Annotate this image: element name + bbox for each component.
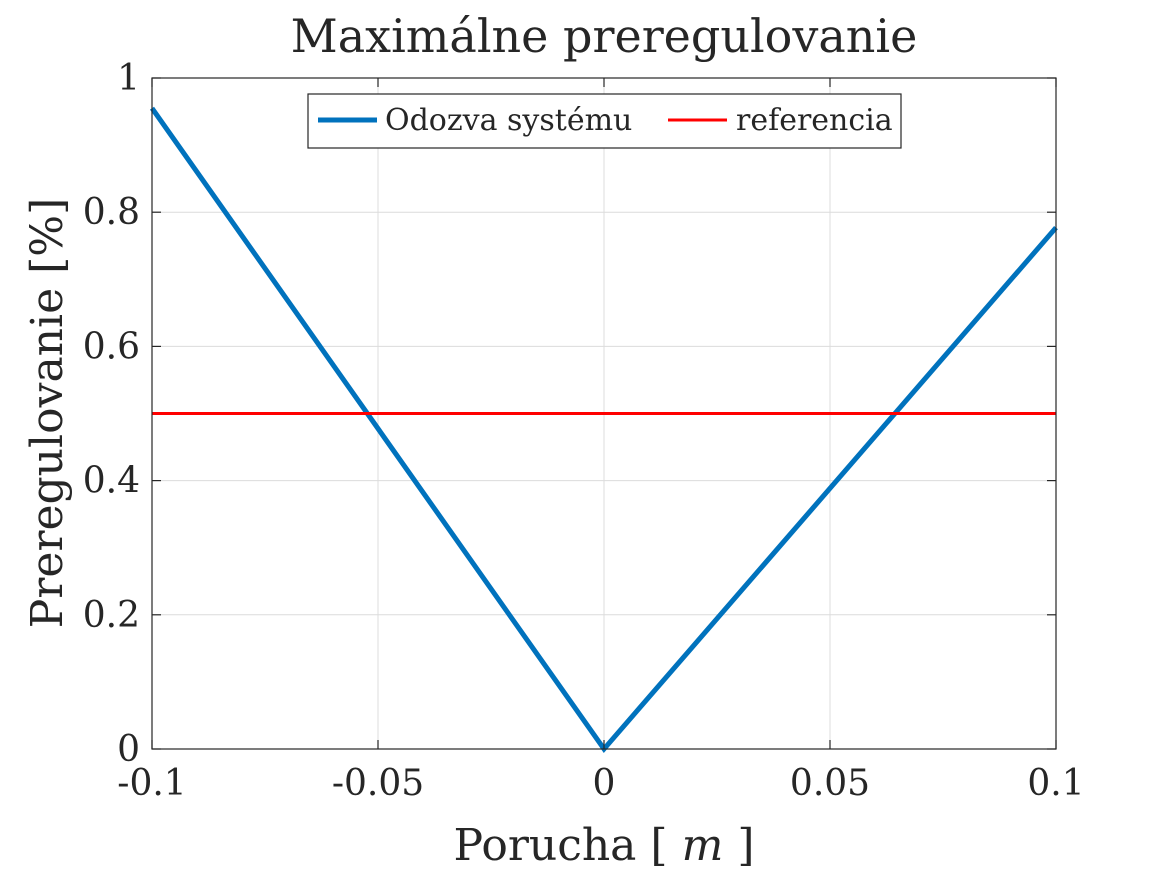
legend-box <box>307 93 902 149</box>
y-tick-labels: 0 0.2 0.4 0.6 0.8 1 <box>83 58 140 770</box>
y-tick-label-0: 0 <box>117 729 140 770</box>
x-tick-labels: -0.1 -0.05 0 0.05 0.1 <box>117 763 1084 804</box>
x-axis-label-main: Porucha <box>454 820 651 871</box>
x-tick-label-0: -0.1 <box>117 763 186 804</box>
x-tick-label-3: 0.05 <box>790 763 870 804</box>
y-tick-label-4: 0.8 <box>83 192 140 233</box>
x-axis-label-bracket-close: ] <box>737 820 754 871</box>
legend: Odozva systému referencia <box>307 93 902 149</box>
x-tick-label-2: 0 <box>593 763 616 804</box>
y-axis-label: Preregulovanie [%] <box>22 198 73 628</box>
axes <box>151 77 1057 750</box>
x-axis-label: Porucha [ m ] <box>454 820 755 871</box>
legend-label-response: Odozva systému <box>385 103 632 138</box>
x-tick-label-4: 0.1 <box>1027 763 1084 804</box>
y-tick-label-1: 0.2 <box>83 595 140 636</box>
x-axis-label-bracket-open: [ <box>650 820 667 871</box>
chart-title: Maximálne preregulovanie <box>291 9 918 63</box>
y-tick-label-3: 0.6 <box>83 326 140 367</box>
y-tick-label-2: 0.4 <box>83 461 140 502</box>
x-axis-label-unit: m <box>682 820 724 871</box>
x-tick-label-1: -0.05 <box>332 763 424 804</box>
y-tick-label-5: 1 <box>117 58 140 99</box>
legend-label-reference: referencia <box>736 103 893 138</box>
